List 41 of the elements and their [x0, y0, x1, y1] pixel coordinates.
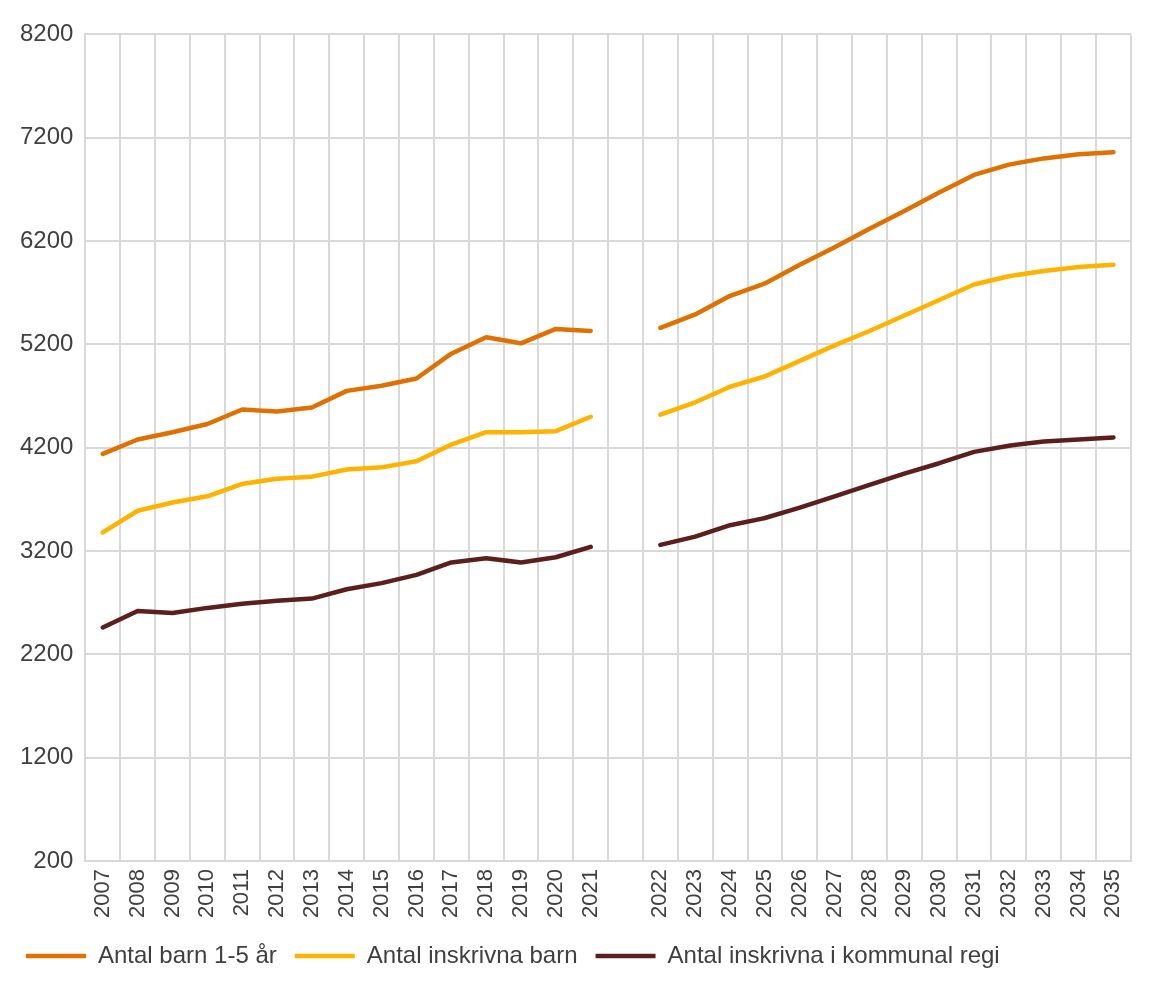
legend-label: Antal barn 1-5 år [98, 940, 277, 968]
x-tick-label: 2015 [367, 869, 393, 919]
x-tick-label: 2021 [576, 869, 602, 919]
x-tick-label: 2026 [785, 869, 811, 919]
x-tick-label: 2028 [855, 869, 881, 919]
y-tick-label: 3200 [20, 535, 74, 563]
y-tick-label: 4200 [20, 432, 74, 460]
x-tick-label: 2030 [925, 869, 951, 919]
legend-label: Antal inskrivna barn [366, 940, 578, 968]
y-tick-label: 5200 [20, 329, 74, 357]
x-tick-label: 2017 [437, 869, 463, 919]
x-tick-label: 2022 [646, 869, 672, 919]
y-tick-label: 8200 [20, 19, 74, 47]
y-tick-label: 7200 [20, 122, 74, 150]
x-tick-label: 2032 [994, 869, 1020, 919]
legend-label: Antal inskrivna i kommunal regi [667, 940, 1000, 968]
x-tick-label: 2007 [88, 869, 114, 919]
x-tick-label: 2016 [402, 869, 428, 919]
y-tick-label: 200 [33, 845, 74, 873]
y-tick-label: 1200 [20, 742, 74, 770]
x-tick-label: 2010 [193, 869, 219, 919]
y-tick-label: 6200 [20, 225, 74, 253]
x-tick-label: 2027 [820, 869, 846, 919]
x-tick-label: 2035 [1099, 869, 1125, 919]
x-tick-label: 2013 [297, 869, 323, 919]
x-tick-label: 2008 [123, 869, 149, 919]
x-tick-label: 2023 [681, 869, 707, 919]
x-tick-label: 2033 [1029, 869, 1055, 919]
y-tick-label: 2200 [20, 639, 74, 667]
x-tick-label: 2025 [751, 869, 777, 919]
x-tick-label: 2024 [716, 869, 742, 919]
x-tick-label: 2011 [228, 869, 254, 917]
x-tick-label: 2034 [1064, 869, 1090, 919]
x-tick-label: 2014 [332, 869, 358, 919]
x-tick-label: 2012 [263, 869, 289, 919]
x-tick-label: 2019 [507, 869, 533, 919]
x-tick-label: 2029 [890, 869, 916, 919]
x-tick-label: 2020 [541, 869, 567, 919]
x-tick-label: 2009 [158, 869, 184, 919]
x-tick-label: 2031 [960, 869, 986, 919]
x-tick-label: 2018 [472, 869, 498, 919]
